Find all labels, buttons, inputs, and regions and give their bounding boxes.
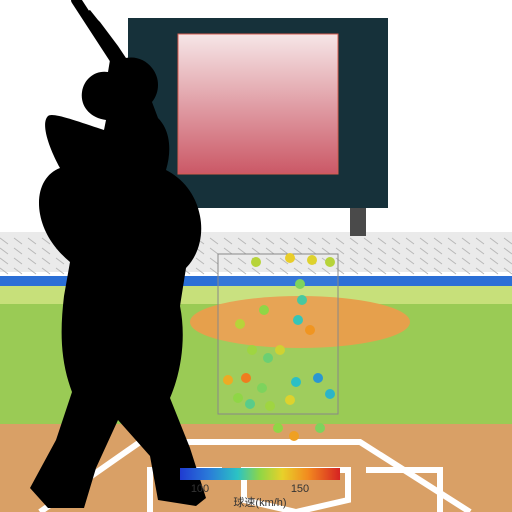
pitch-point bbox=[241, 373, 251, 383]
pitch-point bbox=[275, 345, 285, 355]
pitch-point bbox=[313, 373, 323, 383]
pitch-point bbox=[285, 395, 295, 405]
pitch-point bbox=[251, 257, 261, 267]
pitch-point bbox=[325, 257, 335, 267]
colorbar-tick: 100 bbox=[191, 483, 209, 495]
pitch-point bbox=[245, 399, 255, 409]
pitch-point bbox=[223, 375, 233, 385]
pitch-point bbox=[297, 295, 307, 305]
colorbar bbox=[180, 468, 340, 480]
pitch-point bbox=[265, 401, 275, 411]
strike-zone bbox=[218, 254, 338, 414]
pitch-point bbox=[315, 423, 325, 433]
scoreboard-screen bbox=[178, 34, 338, 174]
pitch-point bbox=[233, 393, 243, 403]
pitch-point bbox=[295, 279, 305, 289]
pitch-point bbox=[273, 423, 283, 433]
pitch-point bbox=[247, 345, 257, 355]
pitch-point bbox=[289, 431, 299, 441]
pitch-point bbox=[293, 315, 303, 325]
colorbar-label: 球速(km/h) bbox=[233, 495, 286, 509]
scoreboard-post bbox=[350, 208, 366, 236]
pitch-point bbox=[325, 389, 335, 399]
pitch-point bbox=[259, 305, 269, 315]
pitch-point bbox=[257, 383, 267, 393]
pitch-chart: 100 150 球速(km/h) bbox=[0, 0, 512, 512]
chart-svg: 100 150 球速(km/h) bbox=[0, 0, 512, 512]
pitch-point bbox=[235, 319, 245, 329]
pitch-point bbox=[285, 253, 295, 263]
pitch-point bbox=[305, 325, 315, 335]
pitch-point bbox=[263, 353, 273, 363]
pitch-point bbox=[307, 255, 317, 265]
colorbar-tick: 150 bbox=[291, 483, 309, 495]
pitch-point bbox=[291, 377, 301, 387]
